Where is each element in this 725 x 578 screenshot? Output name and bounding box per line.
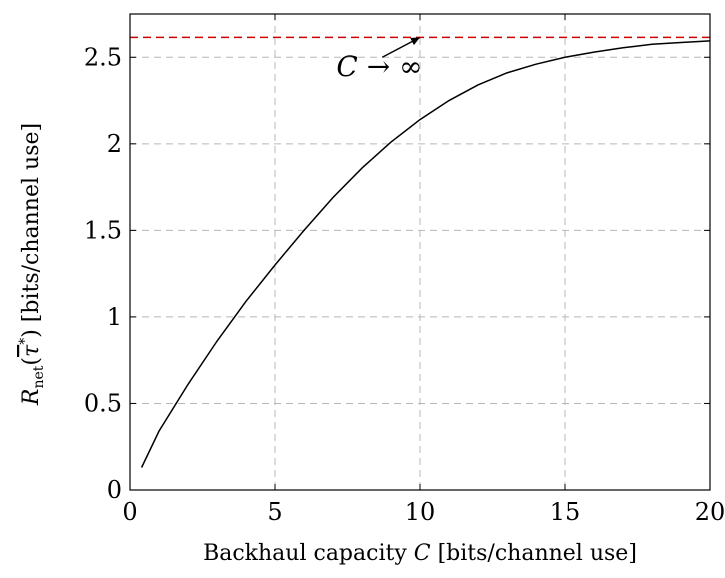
plot-frame [129, 13, 711, 491]
y-axis-label-arg: τ [19, 344, 44, 357]
x-axis-label-text: Backhaul capacity [203, 541, 414, 566]
x-axis-label-unit: [bits/channel use] [431, 541, 637, 566]
rate-curve [140, 40, 711, 468]
y-axis-label-var: R [19, 389, 44, 407]
y-axis-label: Rnet(τ*) [bits/channel use] [17, 123, 47, 406]
y-axis-label-unit: [bits/channel use] [19, 123, 44, 329]
y-axis-label-paren-open: ( [19, 357, 44, 366]
x-tick-label: 0 [122, 498, 137, 526]
y-axis-label-sub: net [31, 365, 47, 388]
y-tick-label: 1.5 [84, 216, 122, 244]
x-tick-label: 15 [550, 498, 581, 526]
y-tick-label: 1 [107, 303, 122, 331]
x-tick-label: 5 [267, 498, 282, 526]
y-tick-label: 2.5 [84, 43, 122, 71]
x-tick-label: 10 [405, 498, 436, 526]
y-tick-label: 0 [107, 476, 122, 504]
annotation: C → ∞ [336, 36, 422, 83]
x-axis-label-var: C [414, 541, 431, 566]
annotation-var: C [336, 50, 357, 83]
y-tick-label: 2 [107, 130, 122, 158]
y-axis-label-text: Rnet(τ*) [bits/channel use] [17, 123, 47, 406]
annotation-rest: → ∞ [358, 50, 423, 83]
grid [130, 14, 710, 490]
y-axis-label-sup: * [17, 338, 33, 345]
x-tick-label: 20 [695, 498, 725, 526]
annotation-arrow [381, 36, 421, 58]
annotation-label: C → ∞ [336, 50, 422, 83]
y-tick-label: 0.5 [84, 389, 122, 417]
y-axis-label-paren-close: ) [19, 329, 44, 338]
ticks: 0 5 10 15 20 0 0.5 1 1.5 2 2.5 [84, 14, 725, 526]
x-axis-label: Backhaul capacity C [bits/channel use] [203, 541, 637, 566]
